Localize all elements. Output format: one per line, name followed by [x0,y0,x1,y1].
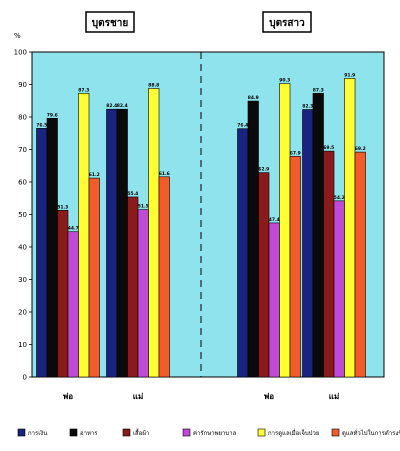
legend-label: ค่ารักษาพยาบาล [193,430,237,437]
legend-item: ดูแลทั่วไปในการดำรงชีวิตประจำวัน [331,428,400,437]
data-label: 82.3 [302,104,313,110]
panel-title: บุตรสาว [269,18,305,29]
y-axis-label: % [14,32,21,40]
panel-title: บุตรชาย [92,18,129,29]
data-label: 61.2 [89,172,100,178]
y-tick-label: 0 [23,374,27,382]
legend-swatch [122,428,131,437]
bar [302,109,314,378]
bar [354,151,366,378]
legend-item: อาหาร [69,428,98,437]
legend-swatch [331,428,340,437]
x-category-label: แม่ [133,392,143,401]
data-label: 90.3 [279,78,290,84]
y-tick-label: 50 [18,211,27,219]
data-label: 82.4 [117,103,128,109]
data-label: 62.9 [258,167,269,173]
data-label: 88.8 [148,82,159,88]
data-label: 44.7 [68,226,79,232]
bar [333,200,345,378]
legend-label: เสื้อผ้า [133,427,149,437]
bar [57,209,69,378]
legend-item: การเงิน [17,428,47,437]
legend-item: เสื้อผ้า [122,427,149,437]
data-label: 91.9 [344,72,355,78]
x-category-label: พ่อ [264,392,274,401]
bar [268,222,280,378]
y-tick-label: 100 [14,49,27,57]
bar [88,177,100,378]
x-category-label: แม่ [329,392,339,401]
y-tick-label: 20 [18,309,27,317]
data-label: 51.3 [57,204,68,210]
legend-swatch [182,428,191,437]
y-tick-label: 90 [18,81,27,89]
bar [148,88,160,378]
bar [116,108,128,378]
bar [106,108,118,378]
bar [279,83,291,378]
bar [344,78,356,378]
bar [46,118,58,378]
y-tick-label: 80 [18,114,27,122]
data-label: 76.5 [36,122,47,128]
bar [158,176,170,378]
x-category-label: พ่อ [63,392,73,401]
data-label: 54.2 [334,195,345,201]
panel-title-box [85,11,135,33]
data-label: 55.4 [127,191,138,197]
data-label: 87.3 [78,87,89,93]
data-label: 69.5 [323,145,334,151]
data-label: 79.6 [47,112,58,118]
legend-swatch [69,428,78,437]
bar [78,92,90,378]
panel-title-box [262,11,312,33]
bar [137,209,149,378]
y-tick-label: 70 [18,146,27,154]
bar [127,196,139,378]
y-tick-label: 40 [18,244,27,252]
y-tick-label: 10 [18,341,27,349]
y-tick-label: 60 [18,179,27,187]
data-label: 47.4 [269,217,280,223]
bar [258,172,270,378]
bar [312,92,324,378]
bar [323,150,335,378]
legend: การเงิน อาหาร เสื้อผ้า ค่ารักษาพยาบาล การดูแ… [17,427,400,437]
bar [247,100,259,378]
legend-item: ค่ารักษาพยาบาล [182,428,237,437]
y-tick-label: 30 [18,276,27,284]
legend-swatch [17,428,26,437]
legend-label: ดูแลทั่วไปในการดำรงชีวิตประจำวัน [342,429,400,437]
legend-swatch [257,428,266,437]
legend-label: การดูแลเมื่อเจ็บป่วย [268,428,319,437]
bar [289,156,301,378]
data-label: 82.4 [106,103,117,109]
data-label: 51.5 [138,204,149,210]
data-label: 87.3 [313,87,324,93]
bars-group [36,78,366,378]
legend-item: การดูแลเมื่อเจ็บป่วย [257,428,319,437]
data-label: 76.4 [237,123,248,129]
data-label: 69.2 [355,146,366,152]
bar [237,128,249,378]
legend-label: การเงิน [28,430,47,437]
legend-label: อาหาร [80,430,98,437]
data-label: 61.6 [159,171,170,177]
data-label: 67.9 [290,150,301,156]
data-label: 84.9 [248,95,259,101]
data-labels-group: 76.579.6 51.3 44.7 87.3 61.2 82.4 82.4 55.4 51.5… [36,72,366,231]
bar [36,128,48,378]
bar [67,231,79,378]
